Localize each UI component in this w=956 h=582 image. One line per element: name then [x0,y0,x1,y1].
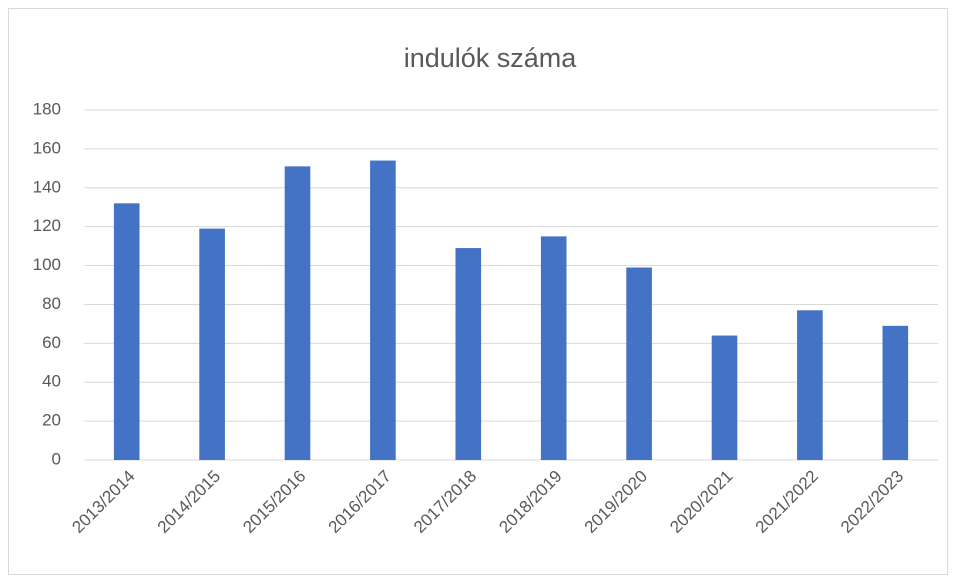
y-tick-label: 100 [33,255,61,274]
bar [199,228,225,460]
y-tick-label: 40 [42,372,61,391]
y-tick-label: 120 [33,216,61,235]
bar [626,267,652,460]
bar [113,203,140,461]
bar [882,325,909,460]
y-tick-label: 160 [33,138,61,157]
y-tick-label: 140 [33,177,61,196]
bar [540,236,567,460]
y-tick-label: 80 [42,294,61,313]
bar [455,248,482,460]
y-tick-label: 20 [42,411,61,430]
chart-title: indulók száma [404,43,578,73]
bar [284,166,311,460]
bar [370,160,396,461]
bar [711,335,738,460]
bar [797,310,823,460]
y-tick-label: 0 [52,449,61,468]
y-tick-label: 180 [33,99,61,118]
y-tick-label: 60 [42,333,61,352]
